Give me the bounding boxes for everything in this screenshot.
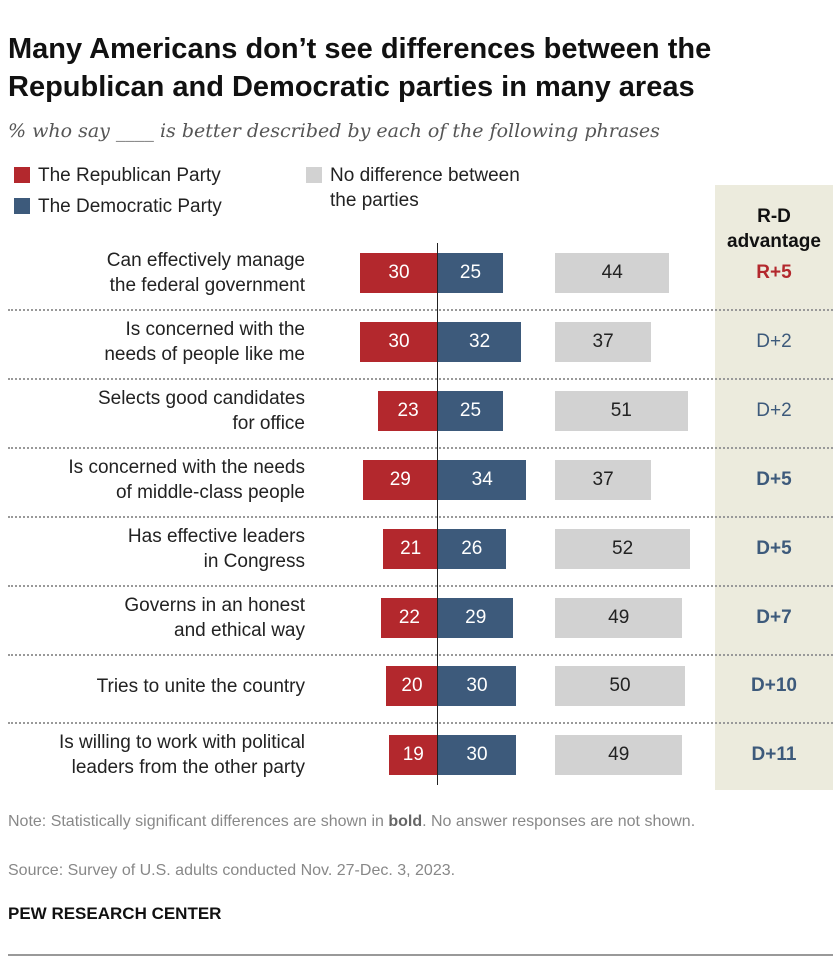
category-label-line: needs of people like me	[104, 343, 305, 365]
bar-no-difference: 52	[555, 528, 691, 569]
row-separator	[8, 722, 833, 725]
row-separator	[8, 309, 833, 311]
category-label-line: Selects good candidates	[97, 387, 305, 409]
note-text: Note: Statistically significant differen…	[8, 813, 389, 830]
zero-axis	[437, 243, 438, 785]
category-label-line: for office	[232, 412, 305, 434]
bar-no-difference: 49	[555, 735, 683, 776]
category-label-line: Is willing to work with political	[58, 732, 305, 754]
advantage-value: R+5	[756, 262, 792, 283]
bar-no-difference: 51	[555, 390, 688, 431]
category-label-line: Is concerned with the	[125, 318, 305, 340]
advantage-value: D+5	[756, 537, 792, 559]
bar-republican: 20	[386, 666, 438, 707]
bar-republican: 30	[360, 321, 438, 362]
row-separator	[8, 653, 833, 656]
legend-label: No difference between the parties	[330, 165, 520, 211]
legend-label: The Democratic Party	[38, 196, 222, 217]
bar-no-difference: 37	[555, 459, 652, 500]
category-label-line: and ethical way	[174, 619, 305, 641]
category-label: Tries to unite the country	[97, 674, 305, 699]
bar-no-difference: 50	[555, 666, 685, 707]
source: Source: Survey of U.S. adults conducted …	[8, 862, 456, 879]
bar-democratic: 30	[438, 735, 516, 776]
category-label: Is concerned with the needs of middle-cla…	[68, 455, 305, 505]
legend-swatch-republican	[14, 167, 30, 183]
category-label: Is concerned with the needs of people lik…	[104, 317, 305, 367]
category-label: Is willing to work with political leaders…	[59, 730, 305, 780]
advantage-header: R-D advantage	[727, 206, 821, 252]
category-label-line: Tries to unite the country	[96, 675, 305, 697]
category-label-line: Has effective leaders	[127, 525, 305, 547]
row-separator	[8, 446, 833, 449]
bar-democratic: 25	[438, 253, 503, 293]
bar-democratic: 25	[438, 390, 503, 431]
advantage-value: D+10	[751, 675, 797, 697]
row-separator	[8, 515, 833, 518]
legend-no-difference: No difference between the parties	[306, 163, 546, 213]
bottom-rule	[8, 954, 833, 956]
legend-swatch-democratic	[14, 198, 30, 214]
category-label: Selects good candidates for office	[98, 386, 305, 436]
bar-democratic: 26	[438, 528, 506, 569]
row-separator	[8, 584, 833, 587]
bar-republican: 23	[378, 390, 438, 431]
category-label-line: Is concerned with the needs	[68, 456, 305, 478]
bar-republican: 29	[362, 459, 438, 500]
category-label-line: of middle-class people	[115, 481, 305, 503]
bar-democratic: 32	[438, 321, 522, 362]
category-label-line: Governs in an honest	[124, 594, 305, 616]
legend-label: The Republican Party	[38, 165, 221, 186]
bar-no-difference: 44	[555, 253, 670, 293]
bar-republican: 22	[380, 597, 438, 638]
legend-democratic: The Democratic Party	[14, 194, 222, 219]
category-label-line: leaders from the other party	[71, 757, 305, 779]
advantage-value: D+5	[756, 468, 792, 490]
chart-subtitle: % who say ____ is better described by ea…	[8, 120, 660, 142]
note-bold: bold	[388, 813, 423, 830]
chart-title: Many Americans don’t see differences bet…	[8, 33, 712, 103]
category-label-line: the federal government	[109, 275, 305, 296]
bar-republican: 19	[388, 735, 438, 776]
bar-democratic: 34	[438, 459, 527, 500]
bar-no-difference: 37	[555, 321, 652, 362]
category-label-line: Can effectively manage	[106, 250, 305, 271]
legend-republican: The Republican Party	[14, 163, 221, 188]
category-label: Has effective leaders in Congress	[128, 524, 305, 574]
legend-swatch-none	[306, 167, 322, 183]
note-text: . No answer responses are not shown.	[422, 813, 696, 830]
advantage-value: D+2	[756, 330, 792, 352]
category-label-line: in Congress	[203, 550, 305, 572]
brand-logo: PEW RESEARCH CENTER	[8, 904, 222, 923]
bar-republican: 30	[360, 253, 438, 293]
advantage-value: D+7	[756, 606, 792, 628]
note: Note: Statistically significant differen…	[8, 810, 818, 834]
bar-no-difference: 49	[555, 597, 683, 638]
category-label: Governs in an honest and ethical way	[124, 593, 305, 643]
bar-democratic: 30	[438, 666, 516, 707]
row-separator	[8, 377, 833, 380]
advantage-column	[715, 185, 833, 790]
bar-republican: 21	[383, 528, 438, 569]
bar-democratic: 29	[438, 597, 514, 638]
category-label: Can effectively manage the federal govern…	[107, 248, 305, 298]
advantage-value: D+2	[756, 399, 792, 421]
advantage-value: D+11	[751, 744, 797, 766]
